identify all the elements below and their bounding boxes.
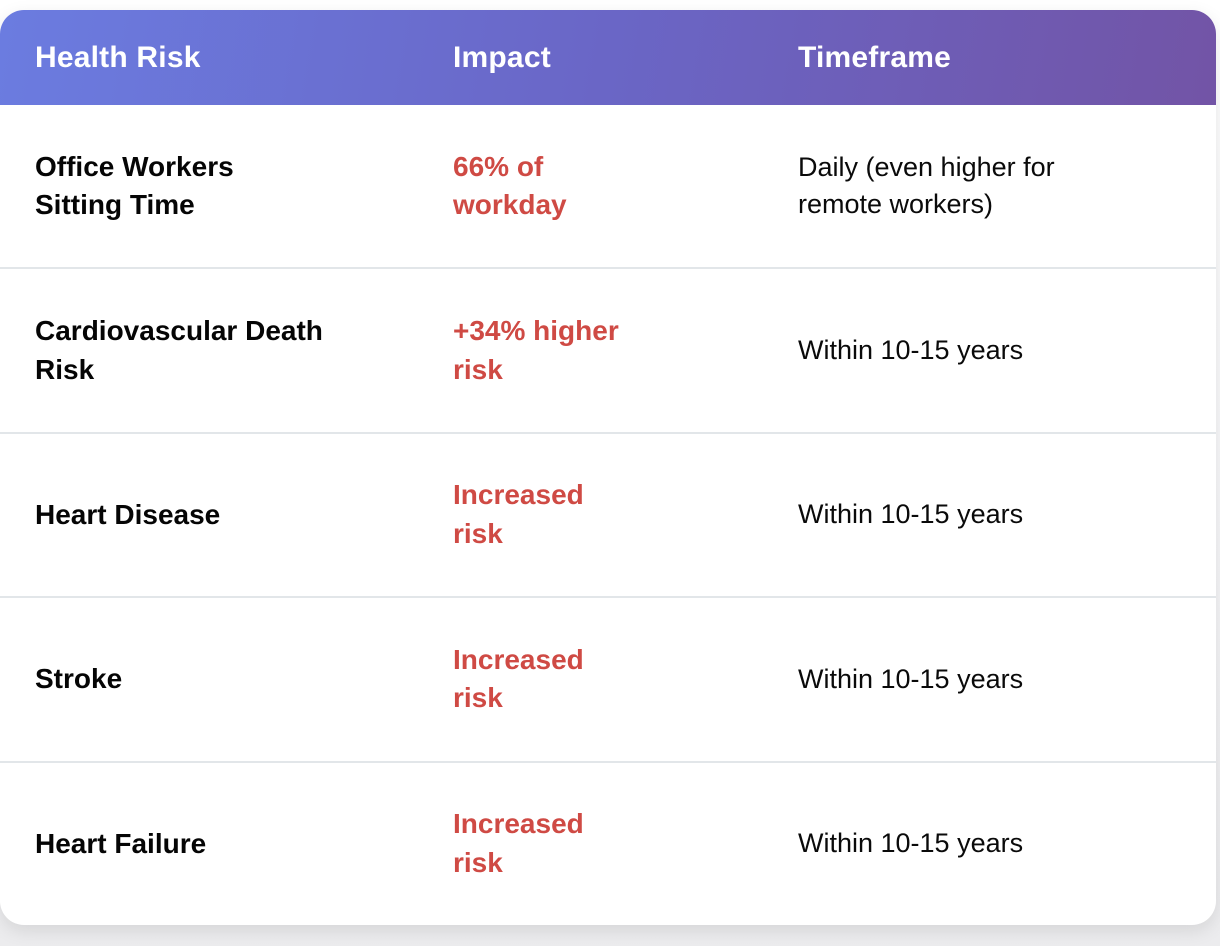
column-header-impact: Impact [453,40,551,74]
timeframe-cell: Within 10-15 years [798,499,1024,530]
timeframe-cell: Within 10-15 years [798,828,1024,859]
health-risk-cell: Heart Disease [35,498,221,530]
timeframe-cell: Within 10-15 years [798,663,1024,694]
column-header-timeframe: Timeframe [798,40,951,74]
timeframe-cell: Within 10-15 years [798,334,1024,365]
health-risk-table-card: Health Risk Impact Timeframe Office Work… [0,10,1216,925]
impact-cell: +34% higher risk [453,314,619,385]
table-row: Office Workers Sitting Time 66% of workd… [0,105,1216,270]
health-risk-cell: Office Workers Sitting Time [35,150,234,221]
health-risk-cell: Cardiovascular Death Risk [35,314,323,385]
health-risk-cell: Heart Failure [35,827,207,859]
timeframe-cell: Daily (even higher for remote workers) [798,151,1055,220]
table-body: Office Workers Sitting Time 66% of workd… [0,105,1216,925]
impact-cell: Increased risk [453,808,584,878]
table-row: Heart Disease Increased risk Within 10-1… [0,434,1216,599]
impact-cell: Increased risk [453,643,584,714]
impact-cell: 66% of workday [453,150,567,221]
table-row: Heart Failure Increased risk Within 10-1… [0,763,1216,925]
table-header-row: Health Risk Impact Timeframe [0,10,1216,105]
column-header-health-risk: Health Risk [35,40,201,74]
impact-cell: Increased risk [453,479,584,550]
table-row: Stroke Increased risk Within 10-15 years [0,598,1216,763]
table-row: Cardiovascular Death Risk +34% higher ri… [0,269,1216,434]
health-risk-cell: Stroke [35,663,123,695]
